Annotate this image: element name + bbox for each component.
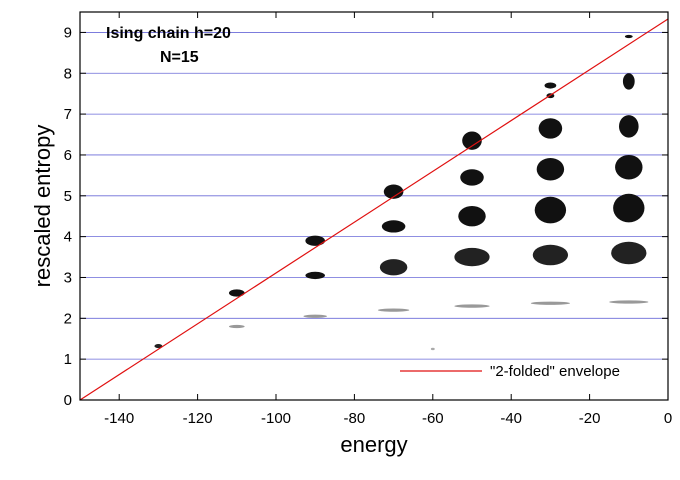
legend: "2-folded" envelope bbox=[400, 363, 620, 380]
data-cluster bbox=[462, 131, 482, 150]
data-cluster bbox=[544, 82, 557, 89]
data-clusters bbox=[154, 34, 649, 351]
y-tick-label: 1 bbox=[64, 351, 72, 368]
y-axis-title: rescaled entropy bbox=[30, 125, 55, 288]
data-cluster bbox=[530, 301, 571, 305]
data-cluster bbox=[305, 235, 326, 246]
x-tick-label: -140 bbox=[104, 410, 134, 427]
x-tick-label: -120 bbox=[183, 410, 213, 427]
y-tick-label: 5 bbox=[64, 188, 72, 205]
annotation-title: Ising chain h=20 bbox=[106, 25, 231, 42]
annotation-size: N=15 bbox=[160, 49, 199, 66]
data-cluster bbox=[430, 347, 435, 351]
x-tick-label: -100 bbox=[261, 410, 291, 427]
data-cluster bbox=[454, 304, 490, 308]
data-cluster bbox=[532, 244, 569, 266]
data-cluster bbox=[609, 300, 649, 304]
x-axis-title: energy bbox=[340, 432, 407, 457]
data-cluster bbox=[154, 344, 163, 349]
legend-label: "2-folded" envelope bbox=[490, 363, 620, 380]
data-cluster bbox=[611, 241, 647, 265]
data-cluster bbox=[377, 308, 410, 312]
y-tick-label: 4 bbox=[64, 229, 72, 246]
data-cluster bbox=[619, 115, 639, 138]
data-cluster bbox=[458, 206, 486, 227]
gridlines bbox=[80, 32, 668, 360]
data-cluster bbox=[538, 118, 563, 139]
data-cluster bbox=[624, 34, 633, 39]
x-tick-label: -80 bbox=[344, 410, 366, 427]
x-tick-label: 0 bbox=[664, 410, 672, 427]
data-cluster bbox=[228, 324, 245, 329]
y-tick-label: 0 bbox=[64, 392, 72, 409]
data-cluster bbox=[534, 196, 567, 224]
envelope-line bbox=[79, 18, 669, 401]
y-tick-label: 2 bbox=[64, 310, 72, 327]
axis-ticks: 0 1 2 3 4 5 6 7 8 9 -140 -120 -100 -80 -60 -40 -20 0 bbox=[64, 12, 672, 427]
y-tick-label: 9 bbox=[64, 24, 72, 41]
data-cluster bbox=[454, 247, 490, 267]
data-cluster bbox=[228, 289, 245, 297]
data-cluster bbox=[613, 193, 645, 223]
data-cluster bbox=[379, 259, 408, 276]
data-cluster bbox=[460, 169, 484, 186]
y-tick-label: 7 bbox=[64, 106, 72, 123]
x-tick-label: -20 bbox=[579, 410, 601, 427]
data-cluster bbox=[383, 184, 404, 199]
data-cluster bbox=[615, 154, 643, 180]
data-cluster bbox=[622, 73, 635, 90]
plot-frame bbox=[79, 11, 669, 401]
x-tick-label: -60 bbox=[422, 410, 444, 427]
y-tick-label: 8 bbox=[64, 65, 72, 82]
x-tick-label: -40 bbox=[500, 410, 522, 427]
y-tick-label: 3 bbox=[64, 269, 72, 286]
data-cluster bbox=[381, 220, 406, 233]
data-cluster bbox=[303, 314, 327, 318]
data-cluster bbox=[305, 271, 326, 280]
data-cluster bbox=[536, 158, 565, 181]
y-tick-label: 6 bbox=[64, 147, 72, 164]
